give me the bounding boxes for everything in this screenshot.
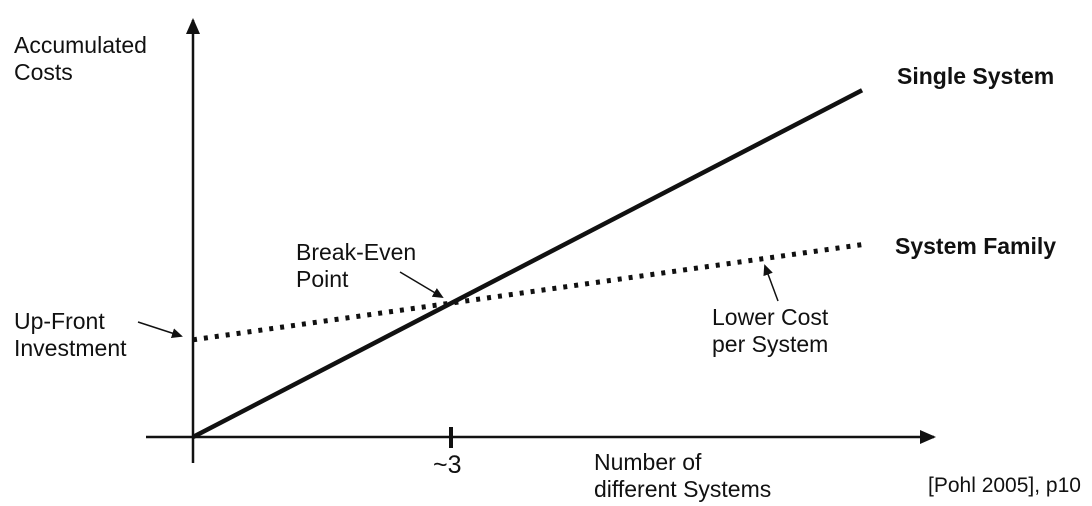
up-front-label: Up-Front Investment xyxy=(14,308,127,361)
break-even-arrow xyxy=(399,271,444,299)
up-front-arrow xyxy=(137,321,183,338)
x-axis-label: Number of different Systems xyxy=(594,449,772,502)
y-axis-label: Accumulated Costs xyxy=(14,32,147,85)
system-family-label: System Family xyxy=(895,233,1057,259)
single-system-label: Single System xyxy=(897,63,1055,89)
citation: [Pohl 2005], p10 xyxy=(928,474,1081,497)
x-tick-label: ~3 xyxy=(433,451,462,479)
series-single-system xyxy=(191,88,864,439)
lower-cost-label: Lower Cost per System xyxy=(712,304,829,357)
series-group xyxy=(191,88,864,439)
break-even-label: Break-Even Point xyxy=(296,239,417,292)
lower-cost-arrow xyxy=(763,264,779,302)
series-system-family xyxy=(192,242,863,343)
